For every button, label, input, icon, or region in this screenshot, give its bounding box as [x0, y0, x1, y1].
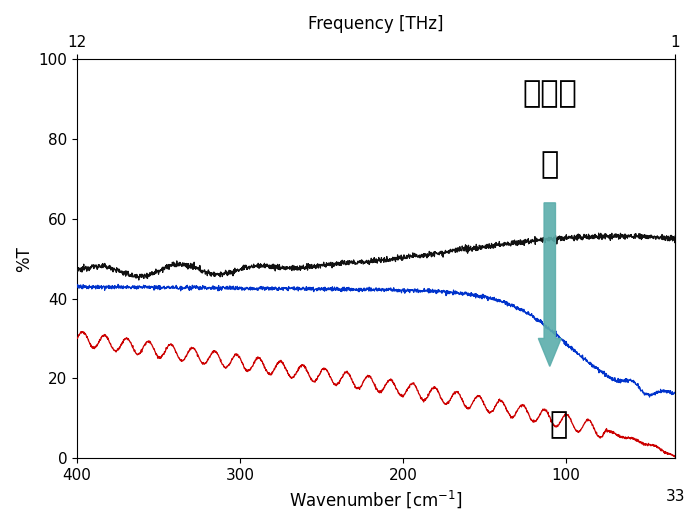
Text: 高: 高: [540, 150, 559, 179]
Text: 33: 33: [666, 489, 685, 503]
Text: 低: 低: [550, 410, 568, 439]
X-axis label: Frequency [THz]: Frequency [THz]: [309, 15, 444, 33]
Y-axis label: %T: %T: [15, 246, 33, 271]
X-axis label: Wavenumber [cm$^{-1}$]: Wavenumber [cm$^{-1}$]: [289, 488, 463, 510]
Text: 抵抗値: 抵抗値: [522, 79, 577, 108]
FancyArrow shape: [538, 203, 561, 366]
